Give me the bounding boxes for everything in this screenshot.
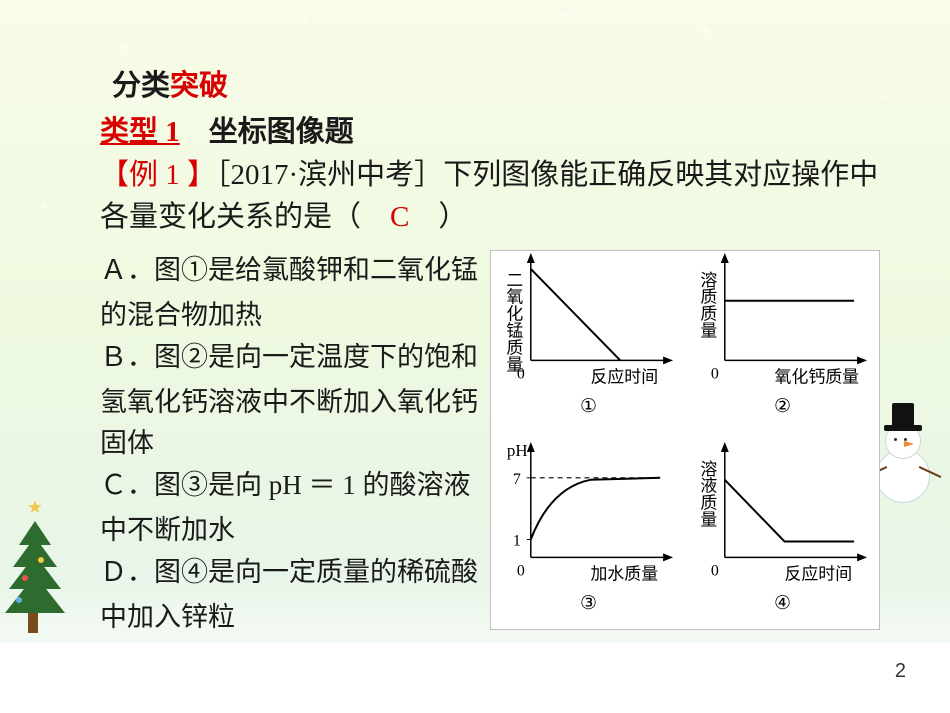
svg-text:0: 0	[517, 365, 525, 382]
svg-text:二氧化锰质量: 二氧化锰质量	[503, 271, 522, 372]
svg-text:③: ③	[580, 593, 597, 614]
svg-text:溶质质量: 溶质质量	[697, 271, 716, 339]
svg-text:反应时间: 反应时间	[784, 564, 852, 583]
svg-text:pH: pH	[507, 441, 528, 460]
svg-text:④: ④	[774, 593, 791, 614]
svg-text:0: 0	[711, 562, 719, 579]
svg-text:加水质量: 加水质量	[590, 564, 658, 583]
question-body-b: ）	[438, 201, 467, 233]
example-label: 【例 1 】	[100, 159, 216, 191]
question-source: ［2017·滨州中考］	[216, 159, 443, 191]
svg-text:反应时间: 反应时间	[590, 367, 658, 386]
svg-text:②: ②	[774, 396, 791, 417]
heading-main-part2: 突破	[170, 70, 228, 102]
svg-text:①: ①	[580, 396, 597, 417]
svg-text:氧化钙质量: 氧化钙质量	[775, 367, 860, 386]
svg-text:1: 1	[513, 533, 521, 550]
slide-content: 分类突破 类型 1 坐标图像题 【例 1 】［2017·滨州中考］下列图像能正确…	[100, 62, 880, 639]
options-block: Ａ．图①是给氯酸钾和二氧化锰的混合物加热 Ｂ．图②是向一定温度下的饱和氢氧化钙溶…	[100, 250, 490, 639]
svg-text:0: 0	[711, 365, 719, 382]
heading-type: 类型 1 坐标图像题	[100, 108, 880, 150]
option-a: Ａ．图①是给氯酸钾和二氧化锰的混合物加热	[100, 250, 490, 337]
ground-snow	[0, 643, 950, 713]
christmas-tree: ★	[0, 503, 70, 633]
option-d: Ｄ．图④是向一定质量的稀硫酸中加入锌粒	[100, 552, 490, 639]
option-c: Ｃ．图③是向 pH ＝ 1 的酸溶液中不断加水	[100, 465, 490, 552]
chart-4: 溶液质量 0 反应时间 ④	[685, 440, 879, 629]
heading-main: 分类突破	[112, 62, 880, 104]
chart-3: pH 7 1 0 加水质量 ③	[491, 440, 685, 629]
svg-text:溶液质量: 溶液质量	[697, 460, 716, 528]
option-b: Ｂ．图②是向一定温度下的饱和氢氧化钙溶液中不断加入氧化钙固体	[100, 337, 490, 466]
heading-main-part1: 分类	[112, 70, 170, 102]
chart-2: 溶质质量 0 氧化钙质量 ②	[685, 251, 879, 440]
chart-1: 二氧化锰质量 0 反应时间 ①	[491, 251, 685, 440]
heading-type-title: 坐标图像题	[209, 116, 354, 148]
charts-panel: 二氧化锰质量 0 反应时间 ① 溶质质量 0 氧化钙质量 ②	[490, 250, 880, 630]
svg-text:7: 7	[513, 471, 521, 488]
page-number: 2	[895, 660, 906, 683]
svg-text:0: 0	[517, 562, 525, 579]
answer-letter: C	[361, 201, 438, 233]
heading-type-label: 类型 1	[100, 116, 180, 148]
question-text: 【例 1 】［2017·滨州中考］下列图像能正确反映其对应操作中各量变化关系的是…	[100, 154, 880, 238]
